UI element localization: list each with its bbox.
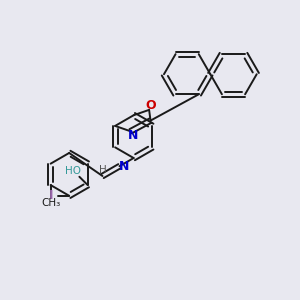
Text: H: H: [99, 165, 107, 175]
Text: I: I: [49, 189, 54, 202]
Text: N: N: [119, 160, 129, 173]
Text: CH₃: CH₃: [41, 199, 60, 208]
Text: O: O: [145, 99, 156, 112]
Text: N: N: [128, 129, 139, 142]
Text: HO: HO: [65, 167, 81, 176]
